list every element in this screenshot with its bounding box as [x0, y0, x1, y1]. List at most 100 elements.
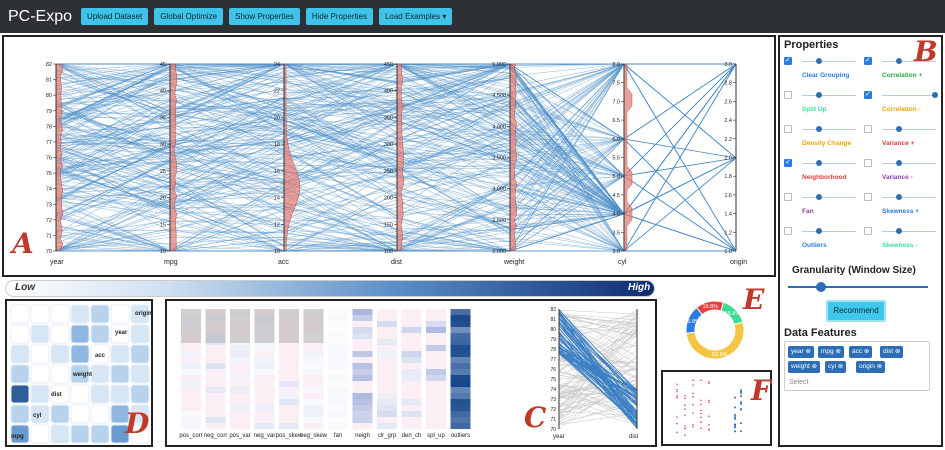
- feature-tag[interactable]: cyl ⊗: [825, 361, 847, 373]
- scatter-point: [740, 400, 742, 403]
- heatmap-cell: [230, 399, 250, 405]
- feature-tag[interactable]: acc ⊗: [849, 346, 873, 358]
- heatmap-cell: [401, 363, 422, 369]
- slider-knob[interactable]: [896, 194, 902, 200]
- property-heatmap[interactable]: pos_corr neg_corr pos_var neg_var pos_skewne…: [167, 301, 655, 445]
- slider-knob[interactable]: [816, 58, 822, 64]
- feature-tag[interactable]: year ⊗: [788, 346, 814, 358]
- property-weight-slider[interactable]: [882, 126, 936, 132]
- property-weight-slider[interactable]: [802, 126, 856, 132]
- scatter-point: [708, 415, 710, 418]
- data-features-select[interactable]: Select year ⊗ mpg ⊗ acc ⊗ dist ⊗ weight ⊗ cyl…: [784, 341, 930, 391]
- upload-dataset-button[interactable]: Upload Dataset: [81, 8, 149, 25]
- correlation-matrix[interactable]: origin year acc weight dist cyl mpg: [7, 301, 151, 445]
- slider-knob[interactable]: [896, 58, 902, 64]
- slider-knob[interactable]: [816, 194, 822, 200]
- heatmap-cell: [181, 411, 201, 417]
- slider-knob[interactable]: [896, 228, 902, 234]
- granularity-knob[interactable]: [816, 282, 826, 292]
- mini-pcp-highlight: [558, 317, 638, 392]
- remove-icon[interactable]: ⊗: [893, 348, 901, 355]
- checkbox-variance[interactable]: [864, 125, 872, 133]
- mini-pcp-highlight: [558, 317, 638, 396]
- heatmap-cell: [205, 375, 226, 381]
- heatmap-cell: [426, 411, 446, 417]
- feature-tag[interactable]: weight ⊗: [788, 361, 821, 373]
- tick-label: 2.8: [724, 81, 732, 87]
- property-weight-slider[interactable]: [882, 58, 936, 64]
- feature-tag[interactable]: origin ⊗: [856, 361, 886, 373]
- property-weight-slider[interactable]: [882, 228, 936, 234]
- property-weight-slider[interactable]: [802, 92, 856, 98]
- axis-label-acc: acc: [278, 259, 289, 266]
- property-weight-slider[interactable]: [802, 228, 856, 234]
- matrix-cell: [110, 364, 130, 384]
- scatter-point: [708, 399, 710, 402]
- hide-properties-button[interactable]: Hide Properties: [305, 8, 373, 25]
- remove-icon[interactable]: ⊗: [862, 348, 870, 355]
- tick-label: 78: [550, 347, 556, 353]
- scatter-point: [676, 416, 678, 418]
- property-weight-slider[interactable]: [882, 160, 936, 166]
- recommend-button[interactable]: Recommend: [826, 300, 886, 322]
- feature-tag[interactable]: dist ⊗: [880, 346, 904, 358]
- property-weight-slider[interactable]: [882, 92, 938, 98]
- scatter-plot[interactable]: [663, 372, 770, 444]
- heatmap-cell: [426, 357, 446, 363]
- donut-chart[interactable]: 15.8% 15.8% 52.6% 15.8%: [680, 290, 750, 370]
- checkbox-neighborhood[interactable]: [784, 158, 792, 167]
- checkbox-correlation[interactable]: [864, 56, 872, 65]
- load-examples-dropdown[interactable]: Load Examples ▾: [378, 8, 453, 25]
- heatmap-cell: [450, 351, 471, 357]
- feature-tag[interactable]: mpg ⊗: [818, 346, 844, 358]
- select-placeholder: Select: [789, 379, 809, 386]
- slider-knob[interactable]: [816, 126, 822, 132]
- pcp-line: [55, 104, 737, 252]
- property-weight-slider[interactable]: [882, 194, 936, 200]
- global-optimize-button[interactable]: Global Optimize: [154, 8, 224, 25]
- remove-icon[interactable]: ⊗: [833, 348, 841, 355]
- checkbox-fan[interactable]: [784, 193, 792, 201]
- scatter-point: [676, 383, 678, 386]
- tick-label: 15: [160, 222, 166, 228]
- pcp-main-panel[interactable]: 82 81 80 79 78 77 76 75 74 73 72 71 70 year 45 40 35 30 25…: [2, 35, 776, 277]
- slider-knob[interactable]: [816, 92, 822, 98]
- tick-label: 250: [384, 169, 393, 175]
- slider-knob[interactable]: [896, 126, 902, 132]
- slider-knob[interactable]: [896, 160, 902, 166]
- slider-knob[interactable]: [816, 160, 822, 166]
- show-properties-button[interactable]: Show Properties: [229, 8, 300, 25]
- tick-label: 7.0: [612, 99, 620, 105]
- matrix-cell: [90, 324, 110, 344]
- pcp-plot[interactable]: 82 81 80 79 78 77 76 75 74 73 72 71 70 year 45 40 35 30 25…: [4, 37, 774, 275]
- remove-icon[interactable]: ⊗: [809, 363, 818, 370]
- property-weight-slider[interactable]: [802, 160, 856, 166]
- granularity-slider[interactable]: [788, 282, 928, 292]
- tick-label: 25: [160, 169, 166, 175]
- checkbox-skewness[interactable]: [864, 193, 872, 201]
- property-weight-slider[interactable]: [802, 194, 856, 200]
- slider-knob[interactable]: [932, 92, 938, 98]
- property-weight-slider[interactable]: [802, 58, 856, 64]
- matrix-label: origin: [135, 311, 151, 317]
- heatmap-cell: [328, 309, 348, 315]
- heatmap-cell: [328, 423, 348, 429]
- checkbox-split-up[interactable]: [784, 91, 792, 99]
- heatmap-cell: [352, 327, 373, 333]
- remove-icon[interactable]: ⊗: [835, 363, 844, 370]
- checkbox-outliers[interactable]: [784, 227, 792, 235]
- remove-icon[interactable]: ⊗: [874, 363, 883, 370]
- tick-label: 1.0: [724, 249, 732, 255]
- heatmap-cell: [450, 369, 471, 375]
- heatmap-cell: [352, 363, 373, 369]
- checkbox-variance[interactable]: [864, 159, 872, 167]
- checkbox-correlation[interactable]: [864, 90, 872, 99]
- heatmap-cell: [401, 423, 422, 429]
- remove-icon[interactable]: ⊗: [803, 348, 811, 355]
- heatmap-cell: [352, 411, 373, 417]
- checkbox-clear-grouping[interactable]: [784, 56, 792, 65]
- checkbox-density-change[interactable]: [784, 125, 792, 133]
- slider-knob[interactable]: [816, 228, 822, 234]
- tick-label: 81: [550, 317, 556, 323]
- checkbox-skewness[interactable]: [864, 227, 872, 235]
